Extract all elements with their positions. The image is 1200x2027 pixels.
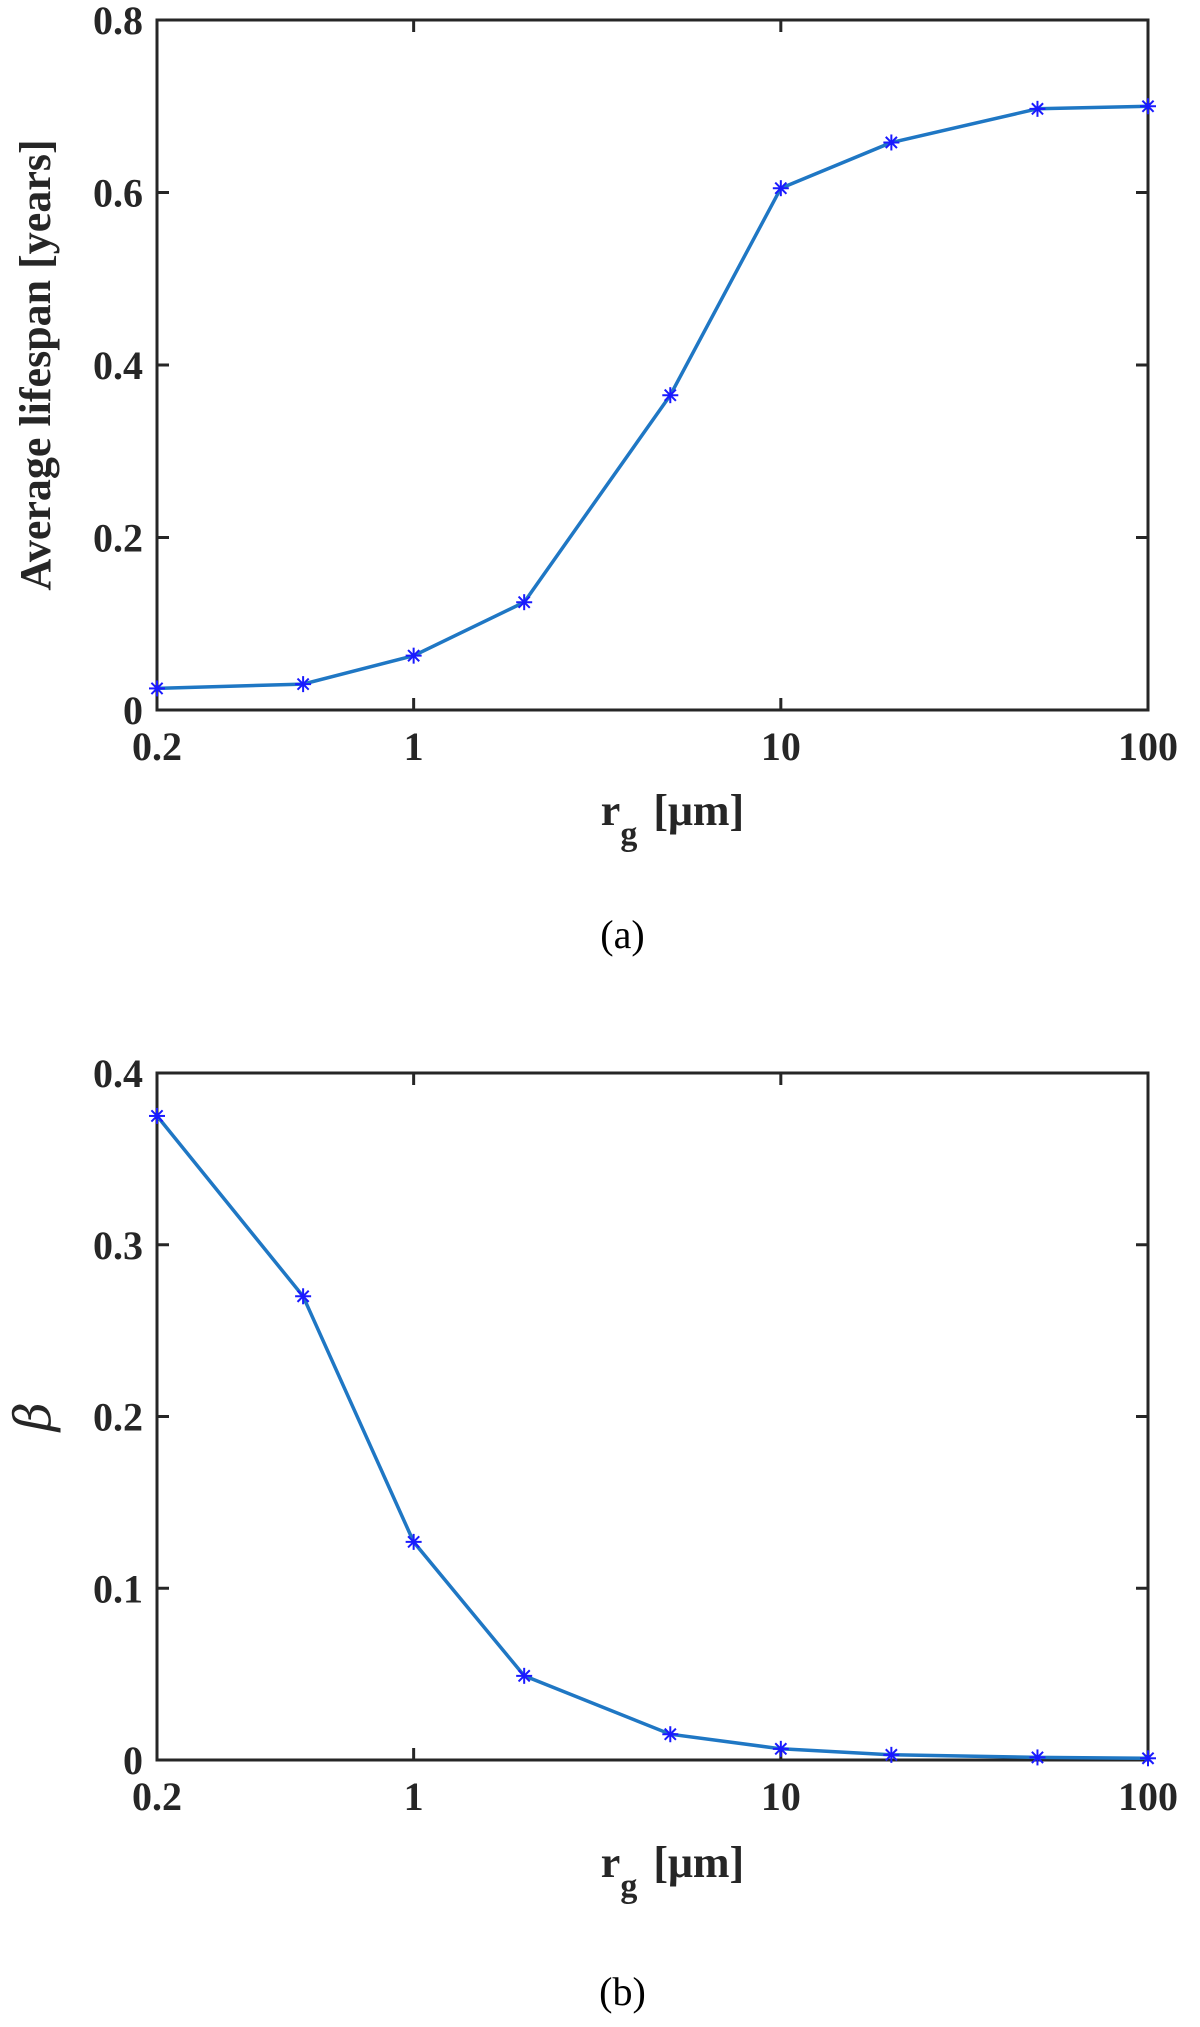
chart-b-data-point — [149, 1107, 165, 1124]
chart-a-y-tick-label: 0.2 — [93, 516, 143, 561]
chart-a-data-point — [405, 647, 422, 664]
chart-b-plot-frame — [155, 1071, 1150, 1762]
chart-b-x-axis-label-main: r — [601, 1838, 621, 1887]
chart-b-data-point — [883, 1746, 900, 1763]
chart-b-series-line — [155, 1114, 1149, 1761]
chart-b-y-axis-label: β — [4, 1402, 62, 1433]
chart-b-y-tick-label: 0 — [123, 1738, 143, 1783]
chart-b-x-tick-label: 1 — [404, 1774, 424, 1819]
chart-b-data-point — [1029, 1749, 1046, 1766]
chart-a-y-axis-label: Average lifespan [years] — [11, 139, 60, 590]
chart-b-data-point — [295, 1288, 312, 1305]
chart-b: 0.2 1 10 100 0 0.1 0.2 0.3 0.4 rg [μm] β (b) — [4, 1051, 1178, 2014]
chart-a-x-axis-label-subscript: g — [620, 816, 637, 853]
chart-a-data-point — [1140, 98, 1156, 115]
chart-b-x-axis-label: rg [μm] — [601, 1838, 744, 1905]
chart-b-y-tick-label: 0.1 — [93, 1566, 143, 1611]
chart-a-y-tick-label: 0.8 — [93, 0, 143, 43]
chart-a-x-axis-label-main: r — [601, 786, 621, 835]
chart-a-series-line — [156, 104, 1149, 691]
chart-a-x-axis-label-unit: [μm] — [653, 786, 744, 835]
chart-a-x-tick-label: 1 — [404, 724, 424, 769]
chart-b-x-tick-label: 100 — [1118, 1774, 1178, 1819]
chart-a-data-point — [1029, 100, 1046, 117]
chart-b-x-tick-label: 0.2 — [132, 1774, 182, 1819]
chart-a-data-point — [295, 676, 312, 693]
chart-a-y-tick-label: 0.6 — [93, 171, 143, 216]
chart-a-y-tick-label: 0.4 — [93, 343, 143, 388]
chart-a-x-tick-label: 10 — [761, 724, 801, 769]
chart-a-y-tick-label: 0 — [123, 688, 143, 733]
chart-a-data-point — [662, 387, 679, 404]
chart-b-data-point — [405, 1533, 422, 1550]
chart-a-data-point — [772, 180, 789, 197]
chart-b-x-tick-label: 10 — [761, 1774, 801, 1819]
chart-b-data-point — [772, 1740, 789, 1757]
chart-a-data-point — [516, 594, 533, 611]
chart-a-plot-frame — [155, 18, 1150, 712]
chart-a-data-point — [883, 134, 900, 151]
chart-b-y-tick-label: 0.4 — [93, 1051, 143, 1096]
chart-b-panel-label: (b) — [599, 1969, 646, 2014]
chart-a-x-tick-label: 0.2 — [132, 724, 182, 769]
chart-a-x-tick-label: 100 — [1118, 724, 1178, 769]
chart-b-data-point — [516, 1667, 533, 1684]
chart-a-data-point — [149, 680, 165, 697]
chart-b-x-axis-label-subscript: g — [620, 1868, 637, 1905]
chart-b-y-tick-label: 0.2 — [93, 1395, 143, 1440]
chart-b-data-point — [1140, 1750, 1156, 1767]
chart-b-y-tick-label: 0.3 — [93, 1223, 143, 1268]
chart-b-data-point — [662, 1726, 679, 1743]
chart-b-x-axis-label-unit: [μm] — [653, 1838, 744, 1887]
chart-a-panel-label: (a) — [600, 912, 644, 957]
chart-a-x-axis-label: rg [μm] — [601, 786, 744, 853]
